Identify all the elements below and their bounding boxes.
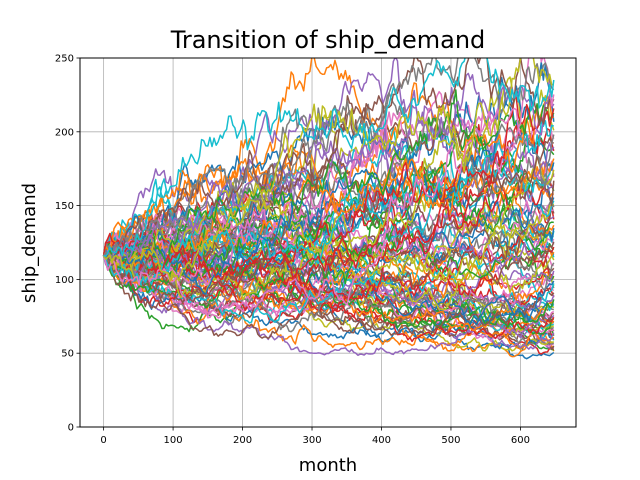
y-tick-label: 0 xyxy=(68,423,74,434)
x-tick-label: 500 xyxy=(441,435,460,446)
x-tick-label: 600 xyxy=(511,435,530,446)
series-line xyxy=(102,95,555,256)
series-line xyxy=(102,58,555,318)
y-tick-label: 100 xyxy=(55,275,74,286)
y-tick-label: 50 xyxy=(61,349,74,360)
series-line xyxy=(103,249,555,314)
x-tick-label: 400 xyxy=(372,435,391,446)
series-line xyxy=(102,119,555,286)
series-line xyxy=(102,96,555,282)
series-line xyxy=(102,177,554,311)
series-line xyxy=(103,58,555,266)
series-line xyxy=(102,58,555,259)
series-line xyxy=(102,58,554,282)
x-axis-ticks: 0 100 200 300 400 500 600 xyxy=(100,427,530,446)
x-tick-label: 0 xyxy=(100,435,106,446)
series-line xyxy=(102,221,555,288)
series-line xyxy=(102,238,555,324)
chart-title: Transition of ship_demand xyxy=(170,26,486,54)
series-line xyxy=(103,58,555,257)
x-axis-label: month xyxy=(299,455,357,476)
series-line xyxy=(103,104,555,257)
y-axis-label: ship_demand xyxy=(19,183,40,303)
x-tick-label: 300 xyxy=(302,435,321,446)
series-line xyxy=(102,91,555,256)
axes-frame xyxy=(79,57,577,428)
y-tick-label: 200 xyxy=(55,127,74,138)
y-axis-ticks: 0 50 100 150 200 250 xyxy=(55,54,80,434)
x-tick-label: 200 xyxy=(233,435,252,446)
series-line xyxy=(102,169,555,270)
y-tick-label: 150 xyxy=(55,201,74,212)
series-lines xyxy=(102,58,555,360)
series-line xyxy=(102,162,555,261)
series-line xyxy=(103,90,555,286)
y-tick-label: 250 xyxy=(55,54,74,65)
x-tick-label: 100 xyxy=(164,435,183,446)
